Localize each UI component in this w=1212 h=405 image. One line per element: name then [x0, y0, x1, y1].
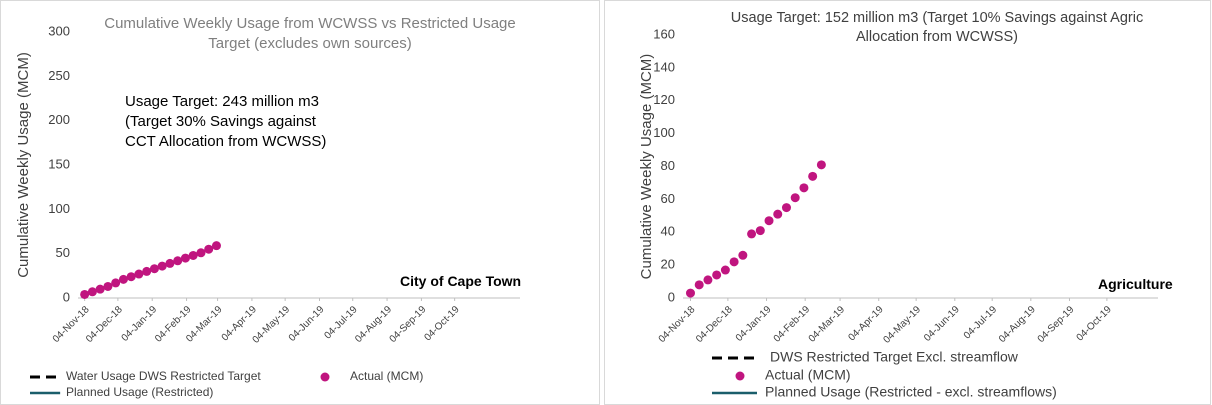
data-point — [95, 284, 105, 294]
data-point — [87, 287, 97, 297]
y-tick-label: 150 — [48, 156, 70, 171]
legend-label: Actual (MCM) — [765, 367, 851, 383]
legend-label: Water Usage DWS Restricted Target — [66, 369, 261, 383]
data-point — [764, 216, 774, 226]
legend-label: Actual (MCM) — [350, 369, 423, 383]
y-tick-label: 50 — [56, 245, 70, 260]
data-point — [173, 256, 183, 266]
y-tick-label: 20 — [661, 257, 675, 272]
data-point — [747, 229, 757, 239]
data-point — [118, 274, 128, 284]
chart-label: Agriculture — [1098, 276, 1173, 292]
data-point — [149, 264, 159, 274]
data-point — [808, 171, 818, 181]
data-point — [142, 266, 152, 276]
legend-label: Planned Usage (Restricted) — [66, 385, 213, 399]
data-point — [204, 244, 214, 254]
data-point — [196, 248, 206, 258]
panel — [604, 0, 1211, 405]
y-tick-label: 250 — [48, 68, 70, 83]
data-point — [134, 269, 144, 279]
data-point — [80, 289, 90, 299]
annotation: Usage Target: 243 million m3 (Target 30%… — [122, 90, 333, 154]
y-tick-label: 80 — [661, 158, 675, 173]
data-point — [781, 203, 791, 213]
data-point — [773, 209, 783, 219]
y-axis-label: Cumulative Weekly Usage (MCM) — [15, 52, 32, 278]
y-tick-label: 100 — [653, 125, 675, 140]
data-point — [103, 281, 113, 291]
data-point — [816, 160, 826, 170]
data-point — [180, 253, 190, 263]
data-point — [703, 275, 713, 285]
legend-label: Planned Usage (Restricted - excl. stream… — [765, 384, 1057, 400]
y-tick-label: 0 — [668, 289, 675, 304]
y-tick-label: 200 — [48, 112, 70, 127]
y-tick-label: 0 — [63, 289, 70, 304]
data-point — [799, 183, 809, 193]
data-point — [188, 250, 198, 260]
y-tick-label: 160 — [653, 26, 675, 41]
data-point — [729, 257, 739, 267]
data-point — [738, 250, 748, 260]
chart-label: City of Cape Town — [400, 273, 522, 289]
data-point — [157, 261, 167, 271]
y-tick-label: 140 — [653, 59, 675, 74]
y-tick-label: 300 — [48, 23, 70, 38]
data-point — [694, 280, 704, 290]
legend-marker — [735, 371, 745, 381]
y-tick-label: 100 — [48, 201, 70, 216]
data-point — [126, 272, 136, 282]
legend-marker — [320, 372, 330, 382]
y-tick-label: 40 — [661, 224, 675, 239]
y-tick-label: 60 — [661, 191, 675, 206]
legend-label: DWS Restricted Target Excl. streamflow — [770, 349, 1019, 365]
data-point — [111, 278, 121, 288]
data-point — [720, 265, 730, 275]
y-axis-label: Cumulative Weekly Usage (MCM) — [638, 54, 655, 280]
data-point — [790, 193, 800, 203]
data-point — [755, 226, 765, 236]
data-point — [165, 258, 175, 268]
panel — [0, 0, 600, 405]
annotation: Usage Target: 152 million m3 (Target 10%… — [730, 10, 1144, 45]
data-point — [685, 288, 695, 298]
y-tick-label: 120 — [653, 92, 675, 107]
data-point — [712, 270, 722, 280]
chart-title: Cumulative Weekly Usage from WCWSS vs Re… — [104, 15, 516, 52]
data-point — [211, 241, 221, 251]
